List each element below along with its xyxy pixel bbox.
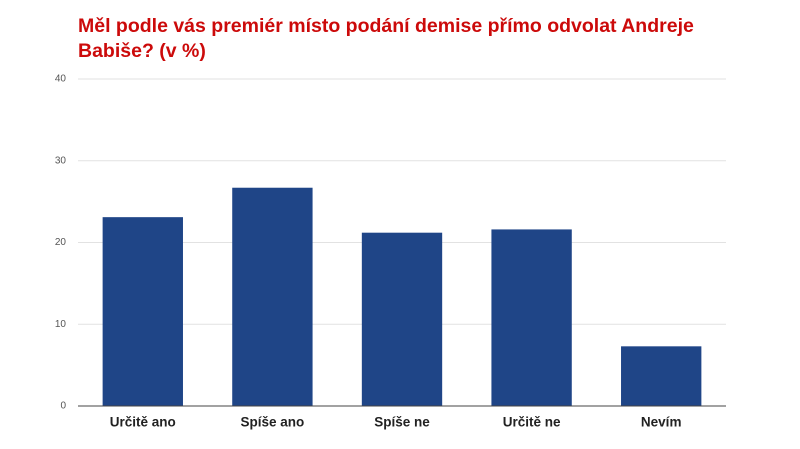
bar xyxy=(232,187,313,406)
bar xyxy=(361,232,443,406)
x-tick-label: Spíše ano xyxy=(241,415,305,430)
y-tick-label: 30 xyxy=(55,155,67,166)
x-tick-label: Nevím xyxy=(641,415,682,430)
x-tick-label: Spíše ne xyxy=(374,415,430,430)
y-tick-label: 0 xyxy=(60,401,66,412)
bar xyxy=(491,229,572,406)
y-tick-label: 20 xyxy=(55,237,67,248)
bar xyxy=(621,346,702,406)
x-tick-label: Určitě ano xyxy=(110,415,176,430)
y-tick-label: 10 xyxy=(55,319,67,330)
chart-title: Měl podle vás premiér místo podání demis… xyxy=(78,15,694,62)
bar xyxy=(102,217,183,406)
y-tick-label: 40 xyxy=(55,74,67,85)
x-tick-label: Určitě ne xyxy=(503,415,561,430)
